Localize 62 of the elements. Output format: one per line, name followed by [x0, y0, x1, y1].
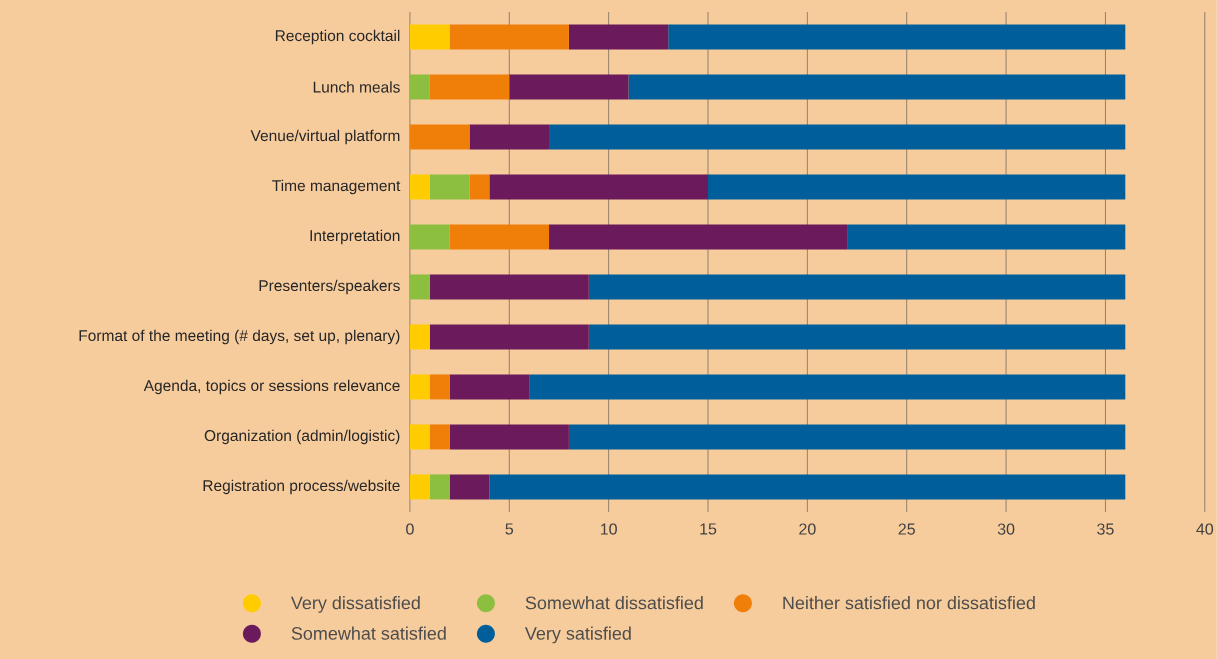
bar [449, 24, 569, 50]
y-tick-label: Agenda, topics or sessions relevance [143, 379, 400, 395]
bar [429, 174, 470, 200]
legend-label: Somewhat dissatisfied [525, 596, 703, 610]
bar [708, 174, 1126, 200]
bar [409, 374, 430, 400]
y-tick-label: Presenters/speakers [259, 279, 400, 295]
bar [549, 224, 848, 250]
x-tick-label: 30 [997, 523, 1015, 535]
y-tick-label: Format of the meeting (# days, set up, plenary) [79, 329, 400, 345]
legend-label: Neither satisfied nor dissatisfied [783, 596, 1035, 610]
bar [489, 174, 708, 200]
bar [449, 224, 550, 250]
x-tick-label: 5 [505, 523, 514, 535]
bar [668, 24, 1126, 50]
bar [469, 124, 550, 150]
y-tick-label: Time management [272, 179, 401, 195]
legend-label: Very satisfied [524, 626, 631, 644]
y-tick-label: Reception cocktail [275, 29, 400, 45]
x-tick-label: 15 [700, 523, 717, 535]
bar [568, 24, 669, 50]
y-tick-label: Interpretation [310, 229, 400, 245]
bar [509, 74, 629, 100]
bar [409, 274, 430, 300]
bar [628, 74, 1126, 100]
x-tick-label: 0 [406, 523, 414, 535]
bar [429, 474, 450, 500]
bar [588, 274, 1126, 300]
legend-label: Very dissatisfied [290, 596, 420, 613]
bar [409, 474, 430, 500]
x-tick-label: 25 [898, 523, 915, 535]
bar [409, 24, 450, 50]
bar [449, 474, 490, 500]
bar [409, 174, 430, 200]
x-tick-label: 40 [1196, 523, 1214, 535]
bar [588, 324, 1126, 350]
bar [568, 424, 1126, 450]
bar [469, 174, 490, 200]
bar [429, 74, 510, 100]
bar [489, 474, 1126, 500]
bar [847, 224, 1126, 250]
bar [409, 74, 430, 100]
bar [409, 124, 470, 150]
bar [429, 324, 589, 350]
bar [549, 124, 1126, 150]
bar [409, 324, 430, 350]
bar [429, 274, 589, 300]
bar [529, 374, 1126, 400]
y-tick-label: Lunch meals [313, 81, 400, 93]
y-tick-label: Venue/virtual platform [250, 129, 400, 145]
x-tick-label: 10 [600, 523, 617, 535]
y-tick-label: Registration process/website [203, 479, 400, 495]
legend-label: Somewhat satisfied [291, 626, 446, 640]
bar [409, 224, 450, 250]
bar [449, 374, 530, 400]
y-tick-label: Organization (admin/logistic) [204, 429, 400, 445]
bar [429, 374, 450, 400]
x-tick-label: 35 [1097, 523, 1114, 535]
bar [409, 424, 430, 450]
bar [429, 424, 450, 450]
bar [449, 424, 569, 450]
x-tick-label: 20 [799, 523, 816, 535]
